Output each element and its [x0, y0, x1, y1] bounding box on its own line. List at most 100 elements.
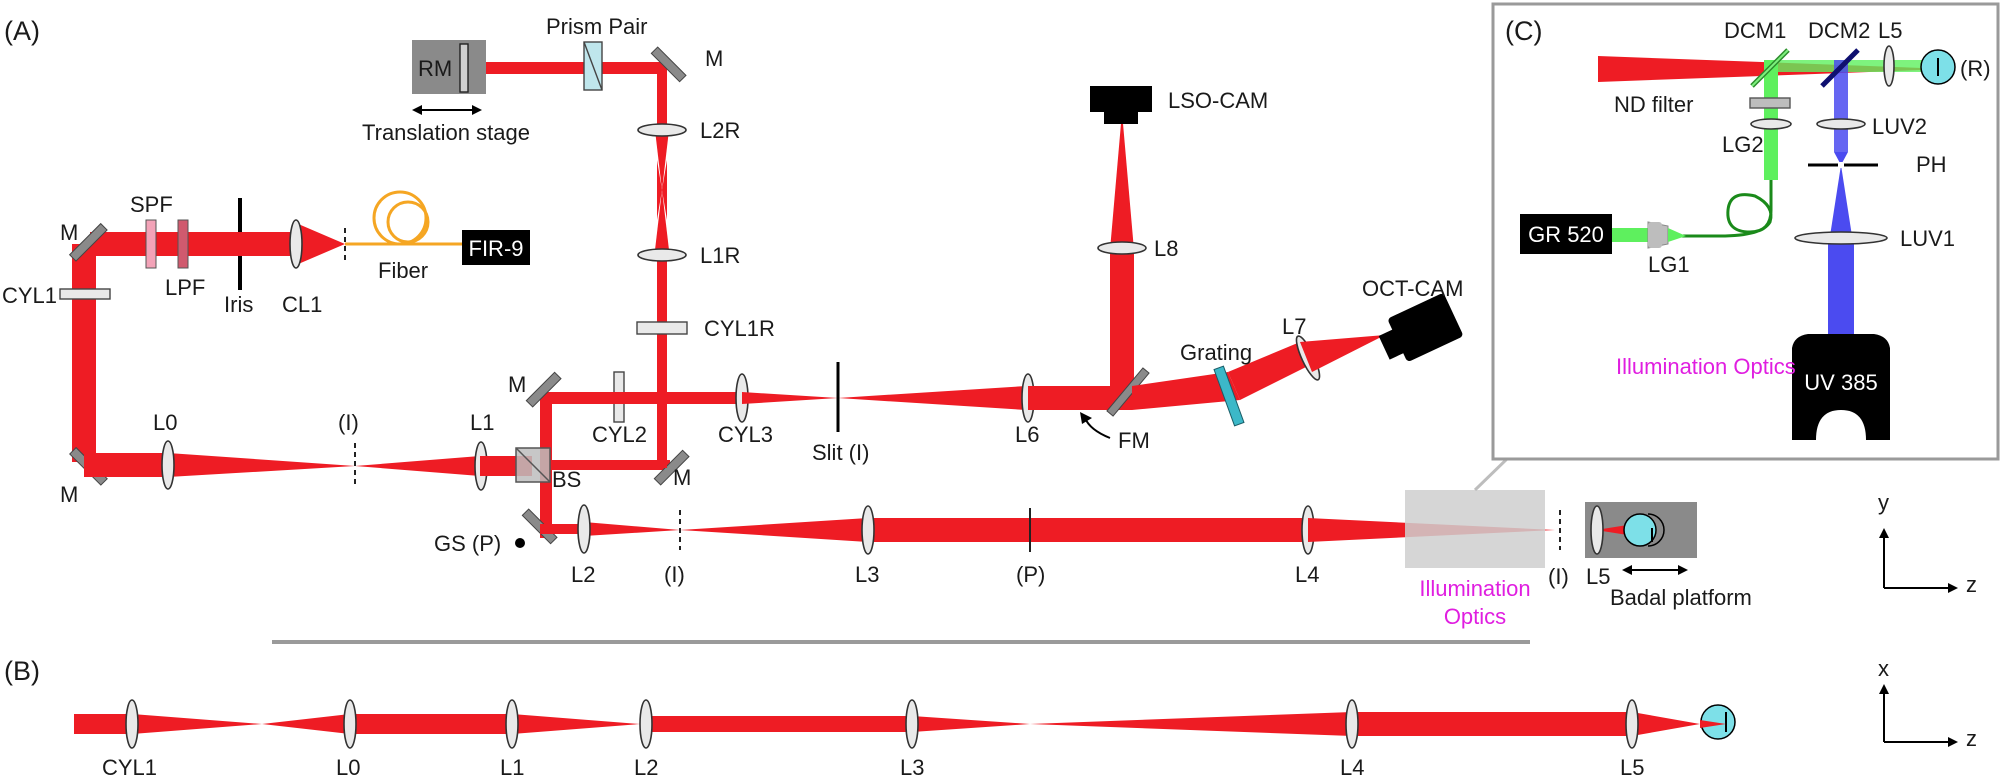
mirror-reference-top-label: M: [705, 46, 723, 71]
l2-lens: [577, 504, 591, 554]
mirror-bs-top: [525, 371, 562, 408]
image-plane-2-label: (I): [664, 562, 685, 587]
luv1-lens: [1794, 231, 1888, 245]
cyl1r-label: CYL1R: [704, 316, 775, 341]
b-l5-label: L5: [1620, 755, 1644, 780]
bs-label: BS: [552, 467, 581, 492]
b-l5-lens: [1625, 699, 1639, 749]
l0-label: L0: [153, 410, 177, 435]
mirror-top-left-label: M: [60, 220, 78, 245]
inset-illumination-label: Illumination Optics: [1616, 354, 1796, 379]
b-l1-lens: [505, 699, 519, 749]
illumination-optics-label-2: Optics: [1444, 604, 1506, 629]
l0-lens: [161, 440, 175, 490]
l7-label: L7: [1282, 314, 1306, 339]
illumination-optics-label-1: Illumination: [1419, 576, 1530, 601]
gr520-label: GR 520: [1528, 222, 1604, 247]
b-cyl1-label: CYL1: [102, 755, 157, 780]
l1-label: L1: [470, 410, 494, 435]
b-l2-label: L2: [634, 755, 658, 780]
galvo-scanner: [521, 508, 558, 545]
axis-y-label: y: [1878, 490, 1889, 515]
beam-bs-bottom: [540, 460, 670, 470]
fiber-label: Fiber: [378, 258, 428, 283]
grating-label: Grating: [1180, 340, 1252, 365]
l6-label: L6: [1015, 422, 1039, 447]
beam-l2-focus: [584, 522, 680, 536]
b-l3-label: L3: [900, 755, 924, 780]
lg1-label: LG1: [1648, 252, 1690, 277]
oct-camera: [1378, 293, 1463, 362]
mirror-bs-top-label: M: [508, 372, 526, 397]
dcm2-label: DCM2: [1808, 18, 1870, 43]
uv385-label: UV 385: [1804, 370, 1877, 395]
beam-fiber-cl1: [296, 223, 345, 265]
cl1-label: CL1: [282, 292, 322, 317]
l5-label: L5: [1586, 564, 1610, 589]
gs-pivot: [515, 538, 525, 548]
beam-l3-l4: [868, 518, 1308, 542]
beam-reference-vertical: [657, 68, 667, 468]
cyl1-lens: [59, 288, 111, 300]
lso-cam-label: LSO-CAM: [1168, 88, 1268, 113]
image-plane-1-label: (I): [338, 410, 359, 435]
reference-mirror: [459, 43, 469, 93]
b-l4-lens: [1345, 699, 1359, 749]
l1r-label: L1R: [700, 243, 740, 268]
beam-left-vertical: [72, 244, 96, 462]
dcm2: [1820, 48, 1860, 88]
b-l4-label: L4: [1340, 755, 1364, 780]
fiber-loop-1: [372, 190, 428, 246]
b-l1-label: L1: [500, 755, 524, 780]
axis-z-bottom-label: z: [1966, 726, 1977, 751]
lso-camera: [1090, 86, 1152, 112]
l4-label: L4: [1295, 562, 1319, 587]
l8-lens: [1097, 241, 1147, 255]
mirror-reference-top: [650, 46, 687, 83]
mirror-bottom-left-label: M: [60, 482, 78, 507]
gs-label: GS (P): [434, 531, 501, 556]
mirror-top-left: [68, 222, 108, 262]
grating: [1213, 365, 1245, 427]
beam-to-lso: [1110, 112, 1134, 250]
translation-stage-label: Translation stage: [362, 120, 530, 145]
l2r-lens: [637, 123, 687, 137]
retina-label: (R): [1960, 56, 1991, 81]
badal-label: Badal platform: [1610, 585, 1752, 610]
rm-label: RM: [418, 56, 452, 81]
luv2-label: LUV2: [1872, 114, 1927, 139]
lg2-label: LG2: [1722, 132, 1764, 157]
l5-lens: [1590, 505, 1604, 555]
luv1-label: LUV1: [1900, 226, 1955, 251]
b-l0-lens: [343, 699, 357, 749]
pupil-plane-label: (P): [1016, 562, 1045, 587]
dcm1-label: DCM1: [1724, 18, 1786, 43]
lpf-label: LPF: [165, 275, 205, 300]
l3-lens: [861, 505, 875, 555]
b-cyl1-lens: [125, 699, 139, 749]
fir9-source: [462, 230, 530, 265]
nd-filter: [1749, 97, 1791, 109]
beam-reference-top: [460, 62, 667, 74]
b-beam-start: [74, 714, 132, 734]
spf-label: SPF: [130, 192, 173, 217]
l3-label: L3: [855, 562, 879, 587]
slit-label: Slit (I): [812, 440, 869, 465]
eye: [1623, 513, 1657, 547]
iris-label: Iris: [224, 292, 253, 317]
panel-label-b: (B): [4, 656, 40, 686]
inset-l5-label: L5: [1878, 18, 1902, 43]
l2r-label: L2R: [700, 118, 740, 143]
prism-pair-label: Prism Pair: [546, 14, 647, 39]
inset-l5-lens: [1883, 45, 1895, 87]
fiber-loop-2: [386, 200, 430, 244]
fm-label: FM: [1118, 428, 1150, 453]
fm-arrow: [1084, 417, 1111, 439]
rm-stage: [412, 40, 486, 94]
uv385-source: [1792, 334, 1890, 440]
oct-cam-label: OCT-CAM: [1362, 276, 1463, 301]
gr520-source: [1520, 214, 1612, 254]
mirror-bs-right-label: M: [673, 465, 691, 490]
ph-label: PH: [1916, 152, 1947, 177]
